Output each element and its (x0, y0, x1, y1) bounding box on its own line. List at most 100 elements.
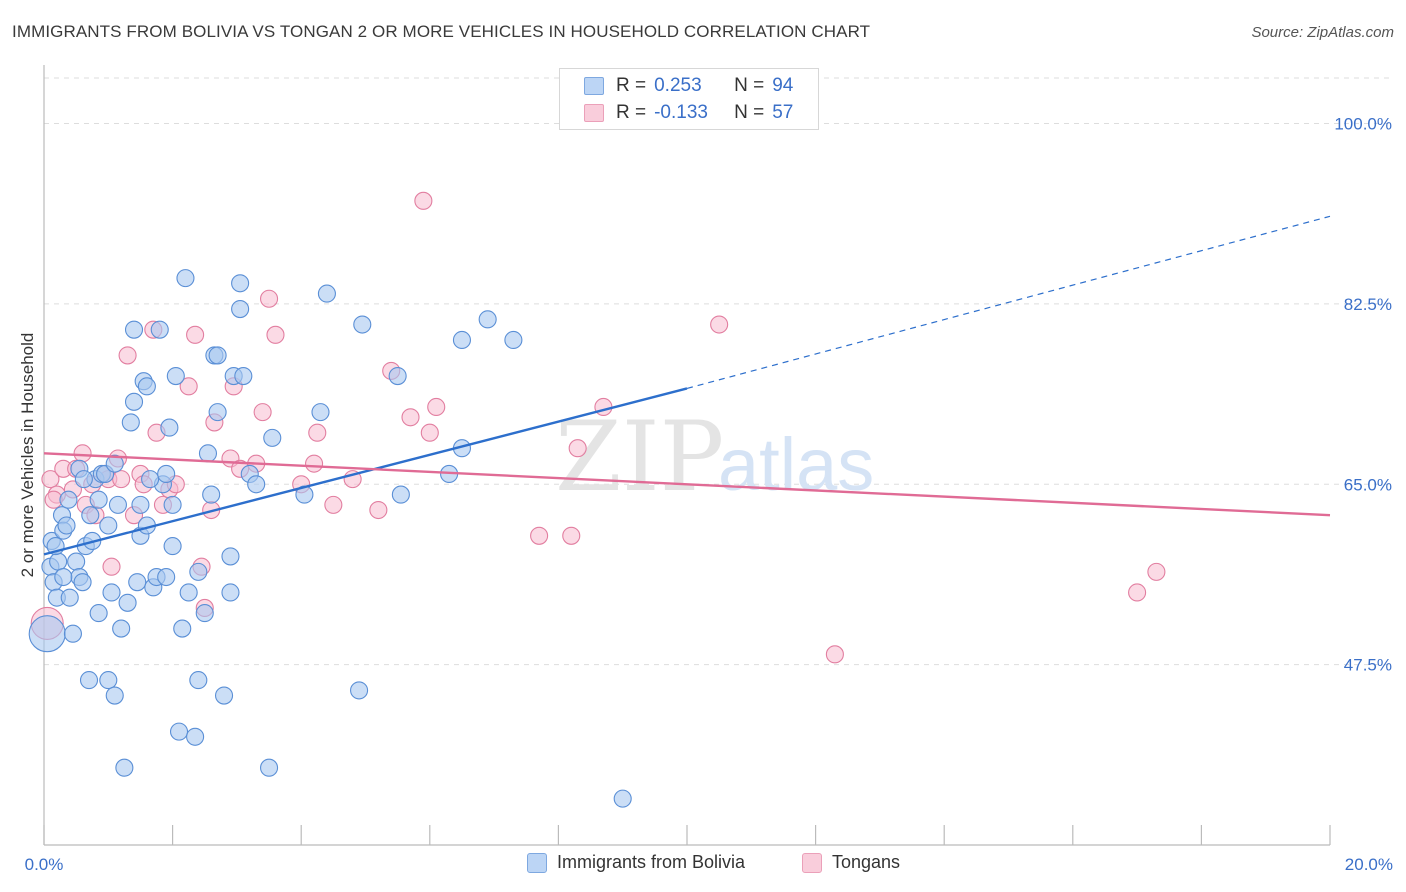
legend-row-tongan: R = -0.133 N = 57 (584, 100, 793, 126)
bolivia-point (208, 403, 227, 422)
tongan-point (414, 191, 433, 210)
bolivia-point (163, 495, 182, 514)
y-tick-label: 47.5% (1344, 656, 1392, 675)
r-label: R = (616, 102, 647, 123)
legend-row-bolivia: R = 0.253 N = 94 (584, 73, 793, 99)
bolivia-point (208, 346, 227, 365)
tongan-point (118, 346, 137, 365)
tongan-point (186, 325, 205, 344)
bolivia-point (124, 320, 144, 339)
bolivia-point (108, 495, 127, 514)
bolivia-point (49, 552, 68, 571)
bolivia-point (176, 269, 195, 288)
tongan-point (710, 315, 729, 334)
bolivia-point (59, 490, 78, 509)
bolivia-point (102, 583, 121, 602)
bolivia-point (613, 789, 632, 808)
n-value: 94 (772, 75, 794, 96)
tongan-point (266, 325, 285, 344)
bolivia-point (99, 516, 118, 535)
y-tick-label: 65.0% (1344, 475, 1392, 494)
bolivia-point (118, 593, 137, 612)
bolivia-point (198, 444, 218, 463)
bolivia-point (388, 366, 407, 386)
bolivia-point (141, 470, 160, 489)
bolivia-point (124, 392, 144, 411)
correlation-legend: R = 0.253 N = 94 R = -0.133 N = 57 (559, 68, 819, 130)
bolivia-point (391, 485, 410, 504)
bolivia-point (131, 495, 150, 514)
r-label: R = (616, 75, 647, 96)
bolivia-point (115, 758, 134, 777)
tongan-point (825, 645, 844, 664)
bolivia-point (79, 671, 99, 690)
bolivia-point (160, 418, 179, 437)
tongan-point (1147, 562, 1166, 581)
bolivia-point (150, 320, 169, 339)
bolivia-point (504, 330, 523, 350)
axes (43, 65, 1331, 846)
bolivia-point (353, 315, 372, 334)
bolivia-point (121, 413, 140, 432)
bolivia-point (231, 300, 250, 319)
r-value: 0.253 (654, 75, 702, 96)
bolivia-point (137, 377, 156, 396)
bolivia-point (89, 604, 108, 623)
watermark-zip: ZIP (555, 401, 724, 513)
bolivia-point (189, 562, 208, 581)
bolivia-point (179, 583, 198, 602)
y-tick-label: 82.5% (1344, 295, 1392, 314)
bolivia-point (221, 583, 240, 602)
bolivia-point (186, 727, 205, 746)
source-credit: Source: ZipAtlas.com (1251, 24, 1394, 41)
legend-label-tongan: Tongans (832, 852, 901, 872)
watermark: ZIP atlas (555, 401, 874, 513)
tongan-point (41, 470, 60, 489)
bolivia-point (263, 428, 282, 447)
tongan-point (530, 526, 549, 545)
bolivia-points (28, 269, 632, 808)
n-label: N = (734, 75, 765, 96)
bolivia-point (60, 588, 79, 607)
bolivia-point (157, 464, 176, 484)
legend-item-bolivia[interactable]: Immigrants from Bolivia (527, 852, 745, 873)
x-tick-label: 0.0% (25, 855, 64, 874)
bolivia-point (173, 619, 192, 638)
tongan-swatch (584, 104, 604, 122)
bolivia-swatch (584, 77, 604, 95)
tongan-trend-line (43, 452, 1331, 517)
bolivia-point (105, 686, 124, 705)
bolivia-point (234, 366, 253, 386)
trend-lines (43, 215, 1331, 556)
n-value: 57 (772, 102, 794, 123)
bolivia-point (231, 274, 250, 293)
bolivia-point (350, 681, 369, 700)
tongan-swatch (802, 852, 822, 873)
bolivia-point (259, 758, 279, 777)
bolivia-point (73, 573, 92, 592)
tongan-point (420, 423, 439, 442)
bolivia-point (74, 470, 93, 489)
tongan-point (401, 408, 420, 427)
tongan-point (369, 500, 388, 520)
axis-ticks: 47.5% 65.0% 82.5% 100.0% 0.0% 20.0% (25, 115, 1393, 874)
bolivia-point (128, 573, 147, 592)
bolivia-point (112, 619, 131, 638)
tongan-point (259, 289, 279, 308)
bolivia-point (478, 310, 497, 329)
tongan-point (427, 397, 446, 417)
bolivia-point (195, 604, 214, 623)
bolivia-point (452, 330, 472, 350)
bolivia-point (99, 671, 118, 690)
bolivia-point (221, 547, 240, 566)
tongan-point (568, 439, 587, 458)
tongan-point (179, 377, 198, 396)
legend-item-tongan[interactable]: Tongans (802, 852, 900, 873)
bolivia-point (67, 552, 86, 571)
bolivia-point (105, 454, 124, 473)
r-value: -0.133 (654, 102, 708, 123)
tongan-point (305, 454, 324, 473)
x-tick-label: 20.0% (1345, 855, 1393, 874)
bolivia-point (28, 615, 66, 653)
